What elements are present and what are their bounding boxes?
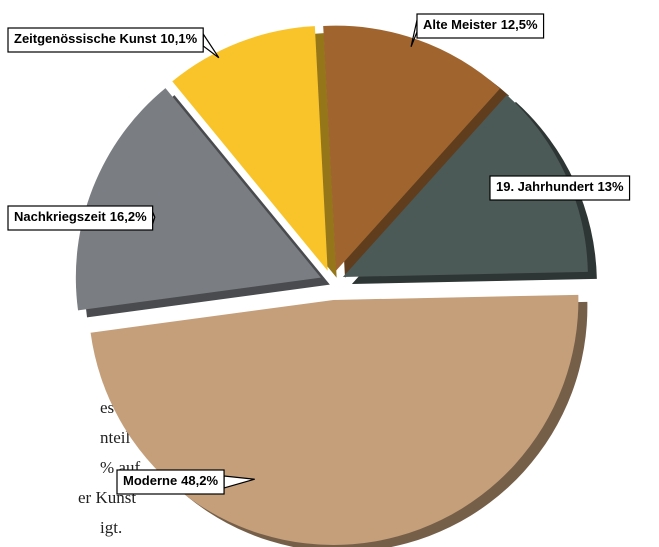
slice-label: Zeitgenössische Kunst 10,1%: [7, 27, 220, 59]
note-line: nteil: [100, 428, 130, 447]
label-box: [7, 205, 154, 231]
slice: [75, 88, 321, 311]
label-name: Nachkriegszeit: [14, 209, 106, 224]
label-value: 13%: [598, 179, 624, 194]
slice-label: Nachkriegszeit 16,2%: [7, 205, 156, 231]
note-line: igt.: [100, 518, 122, 537]
slice: [90, 294, 579, 545]
label-box: [489, 175, 631, 201]
slice: [172, 26, 328, 271]
label-box: [7, 27, 204, 53]
label-box: [116, 469, 225, 495]
slice-label: 19. Jahrhundert 13%: [489, 175, 631, 201]
label-value: 16,2%: [110, 209, 147, 224]
slice: [323, 25, 500, 271]
label-value: 48,2%: [181, 473, 218, 488]
label-text: Alte Meister 12,5%: [423, 17, 538, 32]
label-text: Zeitgenössische Kunst 10,1%: [14, 31, 198, 46]
label-name: Moderne: [123, 473, 177, 488]
label-value: 12,5%: [501, 17, 538, 32]
slice-label: Moderne 48,2%: [116, 469, 255, 495]
label-name: Zeitgenössische Kunst: [14, 31, 157, 46]
label-text: Nachkriegszeit 16,2%: [14, 209, 147, 224]
label-box: [416, 13, 545, 39]
label-text: 19. Jahrhundert 13%: [496, 179, 624, 194]
label-name: Alte Meister: [423, 17, 497, 32]
label-pointer: [202, 31, 220, 59]
note-line: es: [100, 398, 114, 417]
slice-label: Alte Meister 12,5%: [410, 13, 545, 47]
slice: [342, 94, 588, 278]
label-value: 10,1%: [160, 31, 197, 46]
label-name: 19. Jahrhundert: [496, 179, 594, 194]
label-text: Moderne 48,2%: [123, 473, 218, 488]
